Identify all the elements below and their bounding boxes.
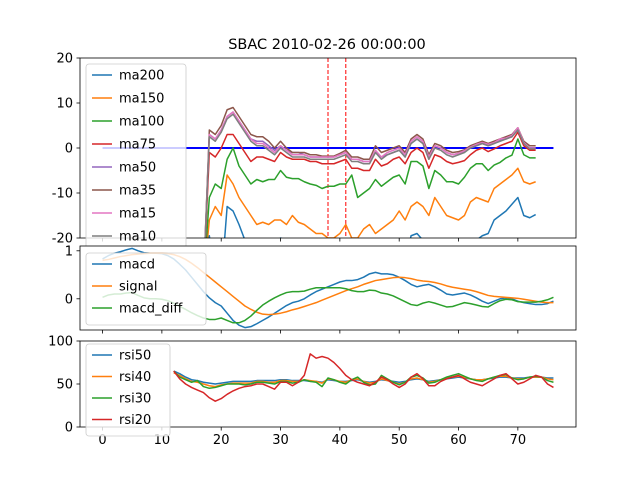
x-tick-label: 50 [391, 433, 408, 448]
legend-label-ma200: ma200 [119, 69, 164, 84]
legend: rsi50 rsi40 rsi30 rsi20 [85, 343, 171, 437]
y-tick-label: 0 [65, 292, 73, 307]
panel-1: 20100-10-20ma200ma150ma100ma75ma50ma35ma… [52, 52, 577, 255]
legend: macd signal macd_diff [85, 252, 207, 326]
panel-2: 1 0 macd signal macd_diff [65, 244, 577, 334]
legend-label-ma100: ma100 [119, 115, 164, 130]
x-tick-label: 0 [98, 433, 106, 448]
legend-label-rsi30: rsi30 [119, 392, 151, 407]
legend-label-macd_diff: macd_diff [119, 302, 183, 317]
series-line-ma150 [206, 167, 536, 238]
y-tick-label: -20 [52, 232, 73, 247]
x-tick-label: 30 [272, 433, 289, 448]
legend-label-ma15: ma15 [119, 207, 156, 222]
y-tick-label: 0 [65, 421, 73, 436]
legend-label-signal: signal [119, 280, 157, 295]
legend-label-ma35: ma35 [119, 184, 156, 199]
legend-label-ma75: ma75 [119, 138, 156, 153]
legend-label-ma10: ma10 [119, 230, 156, 245]
legend-label-rsi40: rsi40 [119, 370, 151, 385]
legend-label-macd: macd [119, 258, 155, 273]
legend-box [85, 252, 207, 326]
x-tick-label: 60 [450, 433, 467, 448]
panels-layer: 20100-10-20ma200ma150ma100ma75ma50ma35ma… [48, 52, 577, 448]
panel-3: 100 50 0 0 10 20 30 40 50 60 70 rsi50 rsi40 rsi30 rsi2… [48, 335, 577, 448]
y-tick-label: 50 [56, 378, 73, 393]
y-tick-label: 0 [65, 142, 73, 157]
series-line-ma75 [204, 131, 536, 238]
chart-title: SBAC 2010-02-26 00:00:00 [228, 37, 426, 53]
series-line-rsi20 [173, 353, 554, 402]
legend: ma200 ma150 ma100 ma75 ma50 ma35 ma15 ma10 [85, 63, 187, 255]
legend-label-ma50: ma50 [119, 161, 156, 176]
x-tick-label: 10 [154, 433, 171, 448]
x-tick-label: 70 [510, 433, 527, 448]
x-tick-label: 20 [213, 433, 230, 448]
series-line-ma35 [204, 106, 536, 238]
y-tick-label: 20 [56, 52, 73, 67]
series-line-rsi30 [173, 370, 554, 390]
legend-label-rsi20: rsi20 [119, 413, 151, 428]
plot-marks [173, 353, 554, 402]
y-tick-label: 100 [48, 335, 73, 350]
legend-label-rsi50: rsi50 [119, 349, 151, 364]
y-tick-label: 10 [56, 97, 73, 112]
plot-marks [102, 58, 554, 238]
legend-box [85, 343, 171, 437]
series-line-ma100 [205, 138, 536, 238]
axes-frame [79, 245, 577, 331]
y-tick-label: 1 [65, 244, 73, 259]
y-tick-label: -10 [52, 187, 73, 202]
series-line-ma15 [204, 111, 536, 238]
x-tick-label: 40 [332, 433, 349, 448]
series-line-ma10 [204, 113, 536, 238]
legend-label-ma150: ma150 [119, 92, 164, 107]
